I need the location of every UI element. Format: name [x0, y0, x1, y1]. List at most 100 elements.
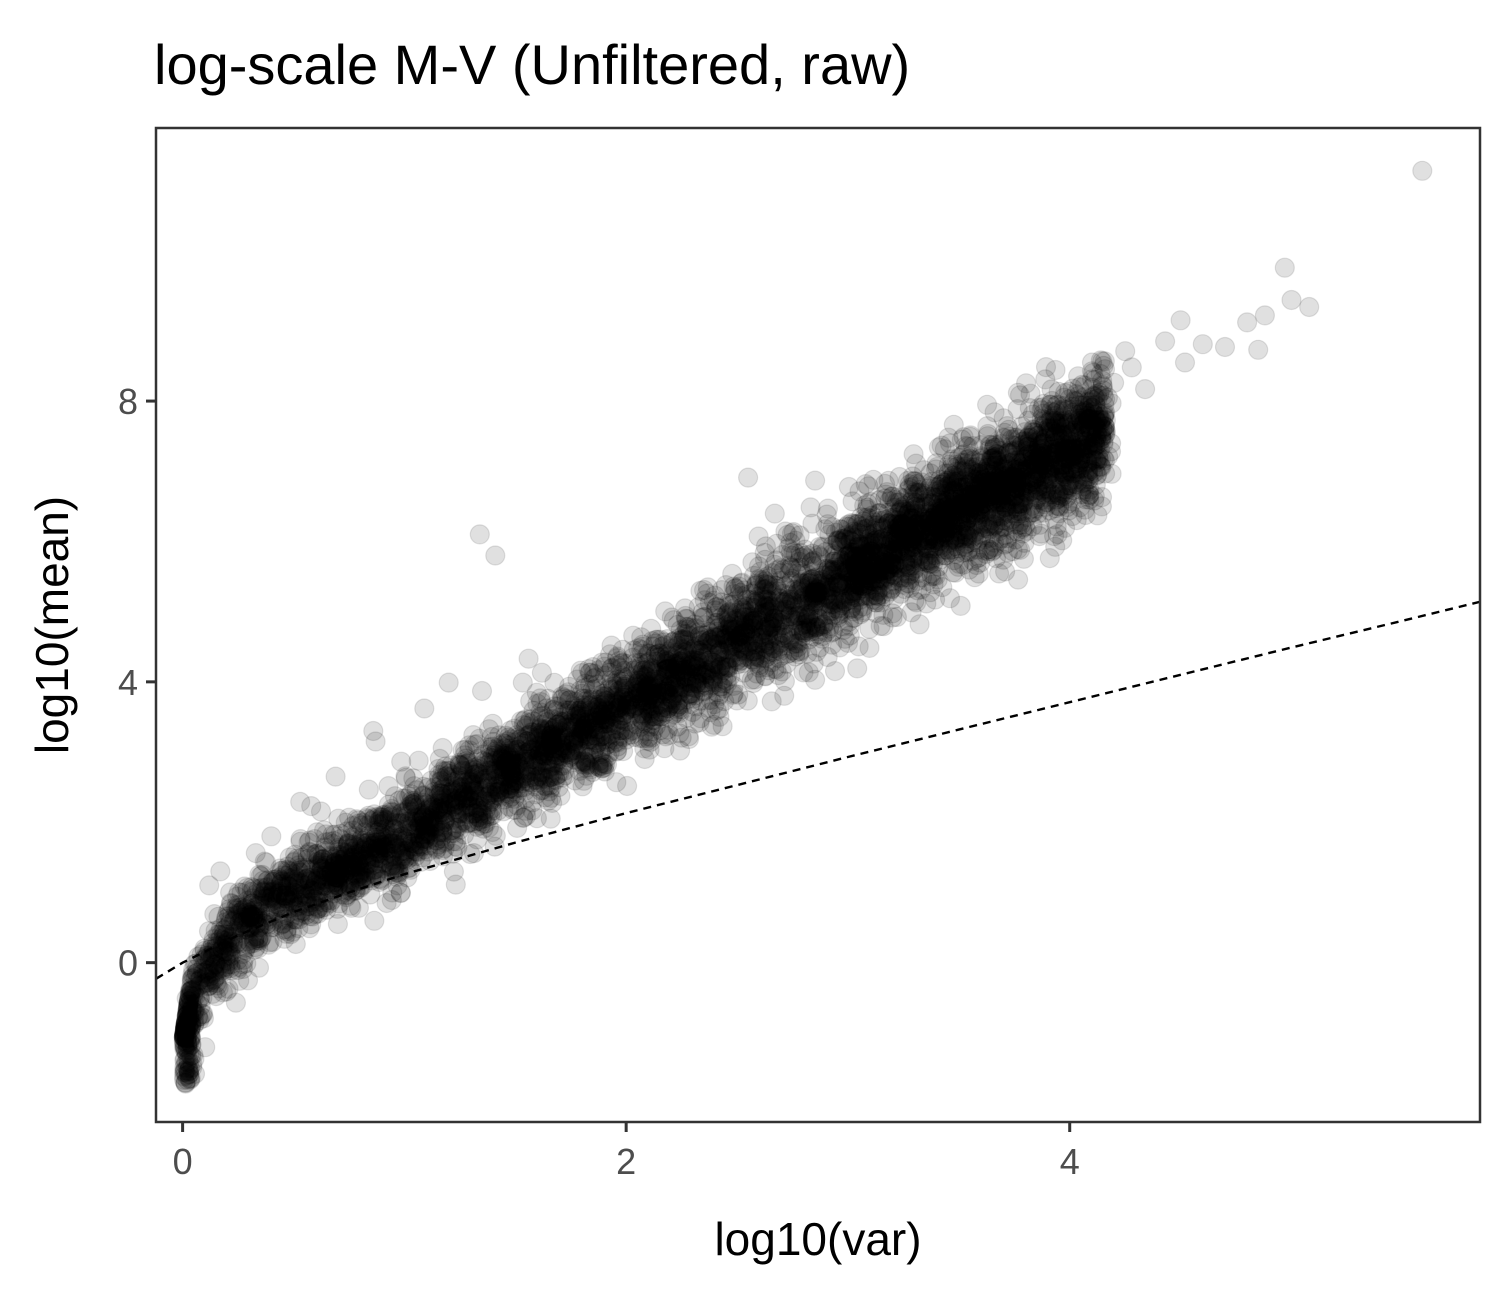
data-point — [607, 732, 628, 753]
data-point — [816, 558, 837, 579]
data-point — [181, 1017, 202, 1038]
data-point — [1052, 530, 1073, 551]
data-point — [179, 986, 200, 1007]
data-point — [1094, 403, 1115, 424]
data-point — [611, 708, 632, 730]
data-point — [781, 557, 802, 578]
data-point — [179, 985, 200, 1006]
data-point — [179, 1019, 201, 1040]
data-point — [718, 649, 739, 670]
data-point — [1011, 492, 1032, 513]
data-point — [384, 860, 405, 881]
data-point — [175, 1016, 196, 1037]
data-point — [574, 677, 596, 699]
data-point — [766, 619, 788, 640]
data-point — [601, 704, 622, 725]
data-point — [585, 725, 606, 746]
data-point — [464, 774, 485, 796]
data-point — [177, 1058, 198, 1079]
data-point — [943, 518, 964, 540]
data-point — [899, 519, 920, 541]
data-point — [995, 472, 1017, 494]
data-point — [176, 1004, 198, 1026]
data-point — [177, 1003, 198, 1025]
data-point — [178, 994, 199, 1015]
data-point — [175, 1054, 196, 1075]
data-point — [883, 507, 904, 528]
data-point — [176, 1005, 197, 1027]
data-point — [632, 691, 653, 712]
data-point — [173, 1027, 194, 1048]
data-point — [1035, 481, 1057, 502]
data-point — [395, 767, 416, 788]
data-point — [666, 677, 688, 698]
data-point — [229, 912, 250, 933]
data-point — [177, 1002, 198, 1024]
data-point — [919, 553, 940, 574]
data-point — [591, 758, 612, 779]
data-point — [1091, 457, 1112, 478]
data-point — [650, 701, 671, 722]
data-point — [692, 602, 713, 623]
data-point — [724, 642, 745, 663]
data-point — [589, 711, 610, 733]
data-point — [181, 994, 202, 1015]
data-point — [180, 977, 201, 999]
data-point — [587, 705, 609, 726]
scatter-points — [173, 160, 1433, 1094]
data-point — [188, 946, 209, 967]
data-point — [779, 610, 801, 631]
data-point — [187, 958, 208, 979]
data-point — [287, 848, 308, 869]
data-point — [178, 1015, 199, 1036]
data-point — [192, 1004, 213, 1025]
data-point — [452, 759, 473, 780]
data-point — [640, 702, 661, 723]
data-point — [812, 537, 833, 559]
data-point — [860, 532, 881, 554]
data-point — [181, 972, 202, 993]
data-point — [992, 466, 1014, 487]
data-point — [183, 1001, 204, 1022]
data-point — [174, 1019, 196, 1040]
data-point — [391, 751, 412, 772]
data-point — [348, 813, 369, 834]
data-point — [176, 1041, 197, 1062]
data-point — [685, 677, 706, 699]
data-point — [326, 848, 347, 870]
data-point — [957, 480, 979, 501]
data-point — [601, 635, 622, 656]
data-point — [179, 1031, 200, 1053]
data-point — [851, 519, 872, 541]
data-point — [570, 660, 591, 681]
data-point — [295, 857, 316, 878]
data-point — [953, 535, 975, 556]
data-point — [179, 1018, 201, 1040]
data-point — [827, 529, 848, 551]
data-point — [746, 653, 767, 674]
data-point — [174, 1026, 195, 1047]
data-point — [1047, 454, 1068, 475]
data-point — [564, 770, 586, 791]
data-point — [787, 605, 808, 626]
data-point — [175, 1013, 196, 1035]
data-point — [868, 562, 890, 584]
data-point — [321, 862, 342, 883]
data-point — [178, 990, 200, 1011]
data-point — [876, 482, 898, 503]
data-point — [173, 1026, 195, 1048]
data-point — [1002, 489, 1024, 510]
data-point — [351, 870, 372, 891]
data-point — [178, 993, 199, 1015]
data-point — [1048, 381, 1069, 402]
data-point — [347, 867, 368, 888]
data-point — [181, 989, 202, 1011]
data-point — [671, 727, 692, 748]
data-point — [1045, 359, 1066, 381]
data-point — [408, 750, 429, 771]
data-point — [989, 505, 1011, 527]
data-point — [178, 1050, 199, 1071]
data-point — [353, 874, 374, 896]
data-point — [432, 802, 453, 823]
data-point — [364, 910, 385, 931]
